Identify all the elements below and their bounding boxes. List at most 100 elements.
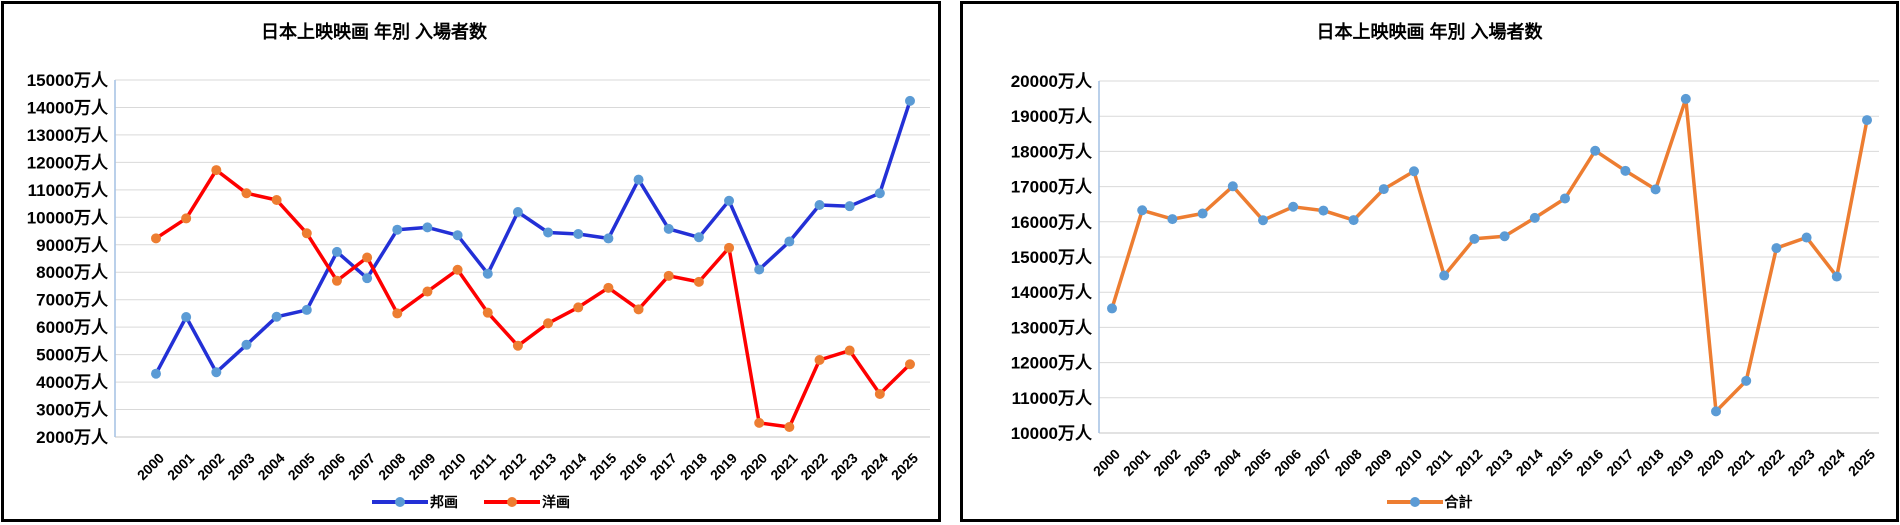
data-point (1469, 233, 1480, 244)
y-tick-label: 16000万人 (1011, 213, 1093, 232)
x-tick-label: 2010 (1392, 446, 1425, 479)
legend-label: 邦画 (430, 494, 458, 510)
data-point (603, 282, 614, 293)
x-tick-label: 2025 (888, 450, 921, 483)
data-point (211, 165, 222, 176)
data-point (1318, 205, 1329, 216)
data-point (1288, 201, 1299, 212)
data-point (301, 304, 312, 315)
x-tick-label: 2008 (1331, 446, 1364, 479)
data-point (482, 307, 493, 318)
x-tick-label: 2015 (586, 450, 619, 483)
data-point (724, 195, 735, 206)
data-point (241, 339, 252, 350)
y-tick-label: 10000万人 (27, 208, 109, 227)
x-tick-label: 2012 (1452, 446, 1485, 479)
y-tick-label: 15000万人 (27, 71, 109, 90)
y-tick-label: 3000万人 (36, 401, 109, 420)
x-tick-label: 2009 (405, 450, 438, 483)
x-tick-label: 2009 (1362, 446, 1395, 479)
data-point (392, 224, 403, 235)
legend-line-marker-icon (484, 497, 540, 507)
data-point (844, 201, 855, 212)
data-point (422, 222, 433, 233)
data-point (905, 95, 915, 106)
series-line-邦画 (154, 99, 912, 376)
y-tick-label: 7000万人 (36, 291, 109, 310)
data-point (1590, 145, 1601, 156)
data-point (392, 308, 403, 319)
x-tick-label: 2004 (254, 450, 287, 483)
data-point (331, 246, 342, 257)
data-point (181, 312, 192, 323)
x-tick-label: 2017 (1603, 446, 1636, 479)
legend-line-marker-icon (372, 497, 428, 507)
y-tick-label: 14000万人 (27, 98, 109, 117)
data-point (362, 252, 373, 263)
x-tick-label: 2011 (466, 450, 499, 483)
y-tick-label: 17000万人 (1011, 178, 1093, 197)
data-point (663, 223, 674, 234)
y-tick-label: 12000万人 (1011, 354, 1093, 373)
data-point (151, 368, 161, 379)
data-point (1680, 93, 1691, 104)
data-point (1258, 215, 1268, 226)
x-tick-label: 2014 (556, 450, 589, 483)
x-tick-label: 2013 (526, 450, 559, 483)
right-chart-plot: 10000万人 11000万人 12000万人 13000万人 14000万人 15000… (1011, 72, 1879, 479)
data-point (151, 233, 161, 244)
data-point (482, 268, 493, 279)
x-tick-label: 2012 (496, 450, 529, 483)
y-tick-label: 15000万人 (1011, 248, 1093, 267)
data-point (1439, 270, 1450, 281)
data-point (784, 236, 795, 247)
series-line-合計 (1110, 97, 1869, 414)
data-point (603, 233, 614, 244)
data-point (1771, 243, 1782, 254)
data-point (784, 421, 795, 432)
x-tick-label: 2017 (646, 450, 679, 483)
y-tick-label: 13000万人 (27, 126, 109, 145)
x-tick-label: 2018 (1633, 446, 1666, 479)
x-tick-label: 2010 (435, 450, 468, 483)
legend-label: 合計 (1444, 494, 1473, 510)
data-point (1197, 208, 1208, 219)
data-point (543, 227, 554, 238)
y-tick-label: 10000万人 (1011, 424, 1093, 443)
x-tick-label: 2020 (1694, 446, 1727, 479)
data-point (1741, 375, 1752, 386)
data-point (1620, 165, 1631, 176)
x-tick-label: 2019 (1664, 446, 1697, 479)
series-line-洋画 (154, 168, 912, 429)
data-point (331, 275, 342, 286)
y-tick-label: 5000万人 (36, 346, 109, 365)
x-tick-label: 2000 (134, 450, 167, 483)
left-chart-panel: 日本上映映画 年別 入場者数 2000万人 3000万人 4000万人 5000万人 6… (1, 1, 941, 522)
x-tick-label: 2002 (1150, 446, 1183, 479)
y-tick-label: 6000万人 (36, 318, 109, 337)
x-tick-label: 2007 (1301, 446, 1334, 479)
data-point (693, 232, 704, 243)
data-point (362, 273, 373, 284)
y-tick-label: 20000万人 (1011, 72, 1093, 91)
data-point (1862, 115, 1872, 126)
data-point (1107, 303, 1117, 314)
data-point (512, 206, 523, 217)
data-point (271, 311, 282, 322)
data-point (1560, 193, 1570, 204)
right-chart-legend: 合計 (963, 492, 1896, 512)
x-tick-label: 2011 (1423, 446, 1456, 479)
x-tick-label: 2021 (767, 450, 800, 483)
data-point (1831, 271, 1842, 282)
x-tick-label: 2004 (1211, 446, 1244, 479)
y-tick-label: 4000万人 (36, 373, 109, 392)
legend-line-marker-icon (1386, 497, 1443, 507)
y-tick-label: 11000万人 (28, 181, 109, 200)
x-tick-label: 2018 (677, 450, 710, 483)
data-point (271, 194, 282, 205)
data-point (241, 188, 252, 199)
data-point (1378, 184, 1389, 195)
data-point (1409, 166, 1419, 177)
x-tick-label: 2019 (707, 450, 740, 483)
data-point (1529, 212, 1540, 223)
